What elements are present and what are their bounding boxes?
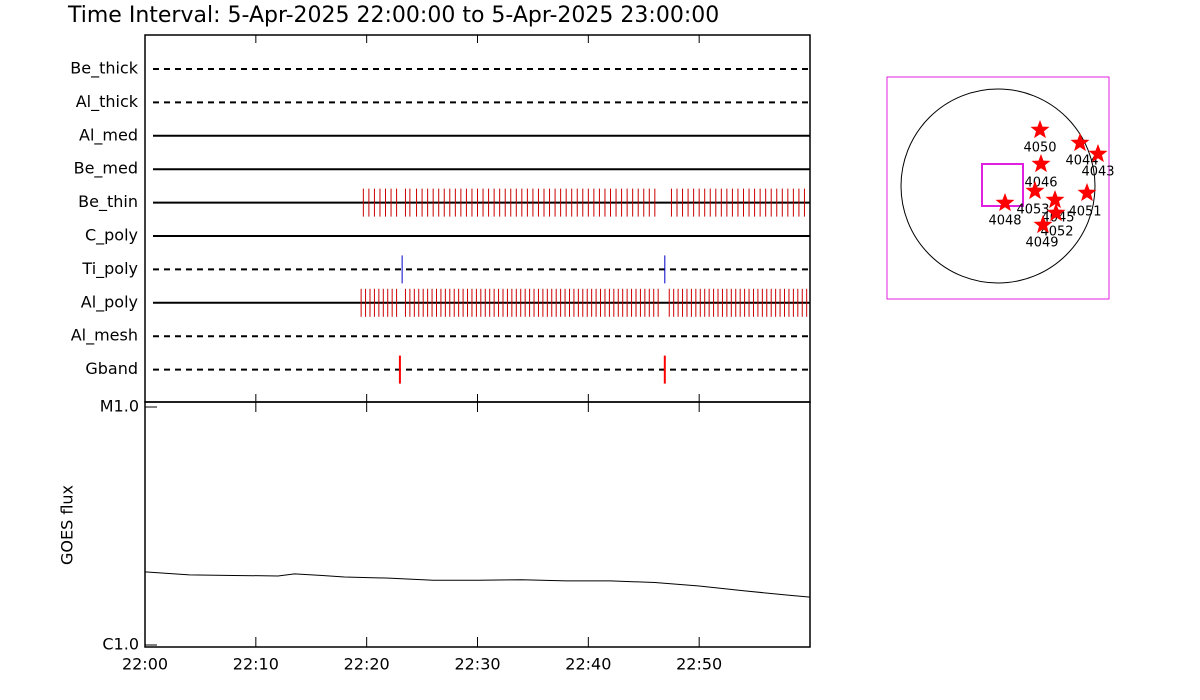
region-star — [1025, 181, 1045, 200]
region-label: 4043 — [1081, 165, 1114, 180]
x-tick-label: 22:30 — [454, 655, 500, 674]
row-label: Ti_poly — [81, 259, 138, 279]
y-tick-label: C1.0 — [102, 635, 139, 654]
panel-frame — [144, 34, 811, 403]
row-label: Al_med — [79, 125, 138, 145]
row-label: Be_thin — [78, 192, 138, 212]
x-tick-label: 22:20 — [344, 655, 390, 674]
region-star — [1070, 133, 1090, 152]
region-star — [1077, 183, 1097, 202]
chart-title: Time Interval: 5-Apr-2025 22:00:00 to 5-… — [67, 3, 719, 28]
region-label: 4044 — [1065, 154, 1098, 169]
region-star — [995, 193, 1015, 212]
region-star — [1088, 144, 1108, 163]
solar-disk — [900, 88, 1096, 284]
region-label: 4052 — [1040, 225, 1073, 240]
region-label: 4050 — [1023, 141, 1056, 156]
y-axis-label: GOES flux — [58, 485, 77, 565]
region-star — [1033, 215, 1053, 234]
flux-line — [144, 571, 811, 598]
region-star — [1031, 154, 1051, 173]
map-frame — [886, 76, 1110, 300]
x-tick-label: 22:00 — [122, 655, 168, 674]
x-tick-label: 22:50 — [676, 655, 722, 674]
row-label: Al_thick — [76, 92, 139, 112]
region-label: 4051 — [1068, 205, 1101, 220]
x-tick-label: 22:10 — [233, 655, 279, 674]
region-label: 4046 — [1024, 176, 1057, 191]
row-label: Gband — [85, 359, 138, 378]
row-label: Al_mesh — [71, 326, 138, 346]
row-label: Be_thick — [70, 59, 138, 79]
region-star — [1045, 190, 1065, 209]
region-label: 4049 — [1025, 236, 1058, 251]
x-tick-label: 22:40 — [565, 655, 611, 674]
row-label: Al_poly — [81, 292, 138, 312]
y-tick-label: M1.0 — [100, 397, 139, 416]
region-star — [1046, 203, 1066, 222]
row-label: C_poly — [85, 226, 138, 246]
region-star — [1030, 120, 1050, 139]
region-label: 4053 — [1016, 203, 1049, 218]
panel-frame — [144, 401, 811, 648]
region-label: 4048 — [988, 214, 1021, 229]
row-label: Be_med — [74, 159, 138, 179]
